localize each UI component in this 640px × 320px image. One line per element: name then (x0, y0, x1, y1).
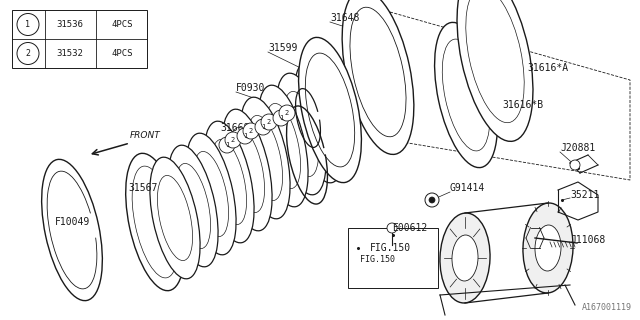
Circle shape (225, 132, 241, 148)
Circle shape (429, 197, 435, 203)
Text: 31532: 31532 (56, 49, 83, 58)
Ellipse shape (305, 53, 355, 167)
Text: 31536: 31536 (56, 20, 83, 29)
Text: 31648: 31648 (330, 13, 360, 23)
Text: 1: 1 (225, 142, 229, 148)
Text: J11068: J11068 (570, 235, 605, 245)
Circle shape (17, 13, 39, 36)
Text: J20881: J20881 (560, 143, 595, 153)
Circle shape (261, 114, 277, 130)
Text: 1: 1 (261, 124, 265, 130)
Bar (348, 228, 438, 288)
Text: 2: 2 (26, 49, 31, 58)
Text: 31599: 31599 (268, 43, 298, 53)
Ellipse shape (299, 37, 362, 183)
Circle shape (243, 123, 259, 139)
Circle shape (255, 119, 271, 135)
Ellipse shape (294, 61, 344, 183)
Ellipse shape (150, 157, 200, 279)
Ellipse shape (42, 159, 102, 301)
Ellipse shape (204, 121, 254, 243)
Ellipse shape (125, 153, 184, 291)
Text: 31616*A: 31616*A (527, 63, 568, 73)
Text: 1: 1 (243, 133, 247, 139)
Ellipse shape (435, 22, 497, 168)
Text: FIG.150: FIG.150 (360, 255, 395, 265)
Text: F0930: F0930 (236, 83, 266, 93)
Text: E00612: E00612 (392, 223, 428, 233)
Text: 1: 1 (26, 20, 31, 29)
Circle shape (17, 43, 39, 65)
Circle shape (219, 137, 235, 153)
Circle shape (279, 105, 295, 121)
Text: 31616*B: 31616*B (502, 100, 543, 110)
Ellipse shape (466, 0, 524, 123)
Text: 2: 2 (249, 128, 253, 134)
Ellipse shape (457, 0, 533, 141)
Ellipse shape (342, 0, 414, 155)
Ellipse shape (258, 85, 308, 207)
Text: 31567: 31567 (128, 183, 157, 193)
Ellipse shape (523, 203, 573, 293)
Ellipse shape (452, 235, 478, 281)
Text: F10049: F10049 (55, 217, 90, 227)
Ellipse shape (442, 39, 490, 151)
Ellipse shape (132, 166, 178, 278)
Circle shape (387, 223, 397, 233)
Text: 1: 1 (279, 115, 283, 121)
Ellipse shape (240, 97, 290, 219)
Ellipse shape (440, 213, 490, 303)
Ellipse shape (535, 225, 561, 271)
Text: 4PCS: 4PCS (111, 49, 132, 58)
Circle shape (237, 128, 253, 144)
Text: 35211: 35211 (570, 190, 600, 200)
Circle shape (425, 193, 439, 207)
Ellipse shape (276, 73, 326, 195)
Text: FIG.150: FIG.150 (370, 243, 411, 253)
Text: 2: 2 (267, 119, 271, 125)
Text: 4PCS: 4PCS (111, 20, 132, 29)
Text: 31668: 31668 (220, 123, 250, 133)
Text: G91414: G91414 (450, 183, 485, 193)
Bar (12, 10, 147, 68)
Ellipse shape (186, 133, 236, 255)
Ellipse shape (350, 7, 406, 137)
Ellipse shape (168, 145, 218, 267)
Circle shape (273, 110, 289, 126)
Text: FRONT: FRONT (130, 131, 161, 140)
Text: 2: 2 (285, 110, 289, 116)
Text: A167001119: A167001119 (582, 303, 632, 312)
Circle shape (570, 160, 580, 170)
Ellipse shape (222, 109, 272, 231)
Text: 2: 2 (231, 137, 235, 143)
